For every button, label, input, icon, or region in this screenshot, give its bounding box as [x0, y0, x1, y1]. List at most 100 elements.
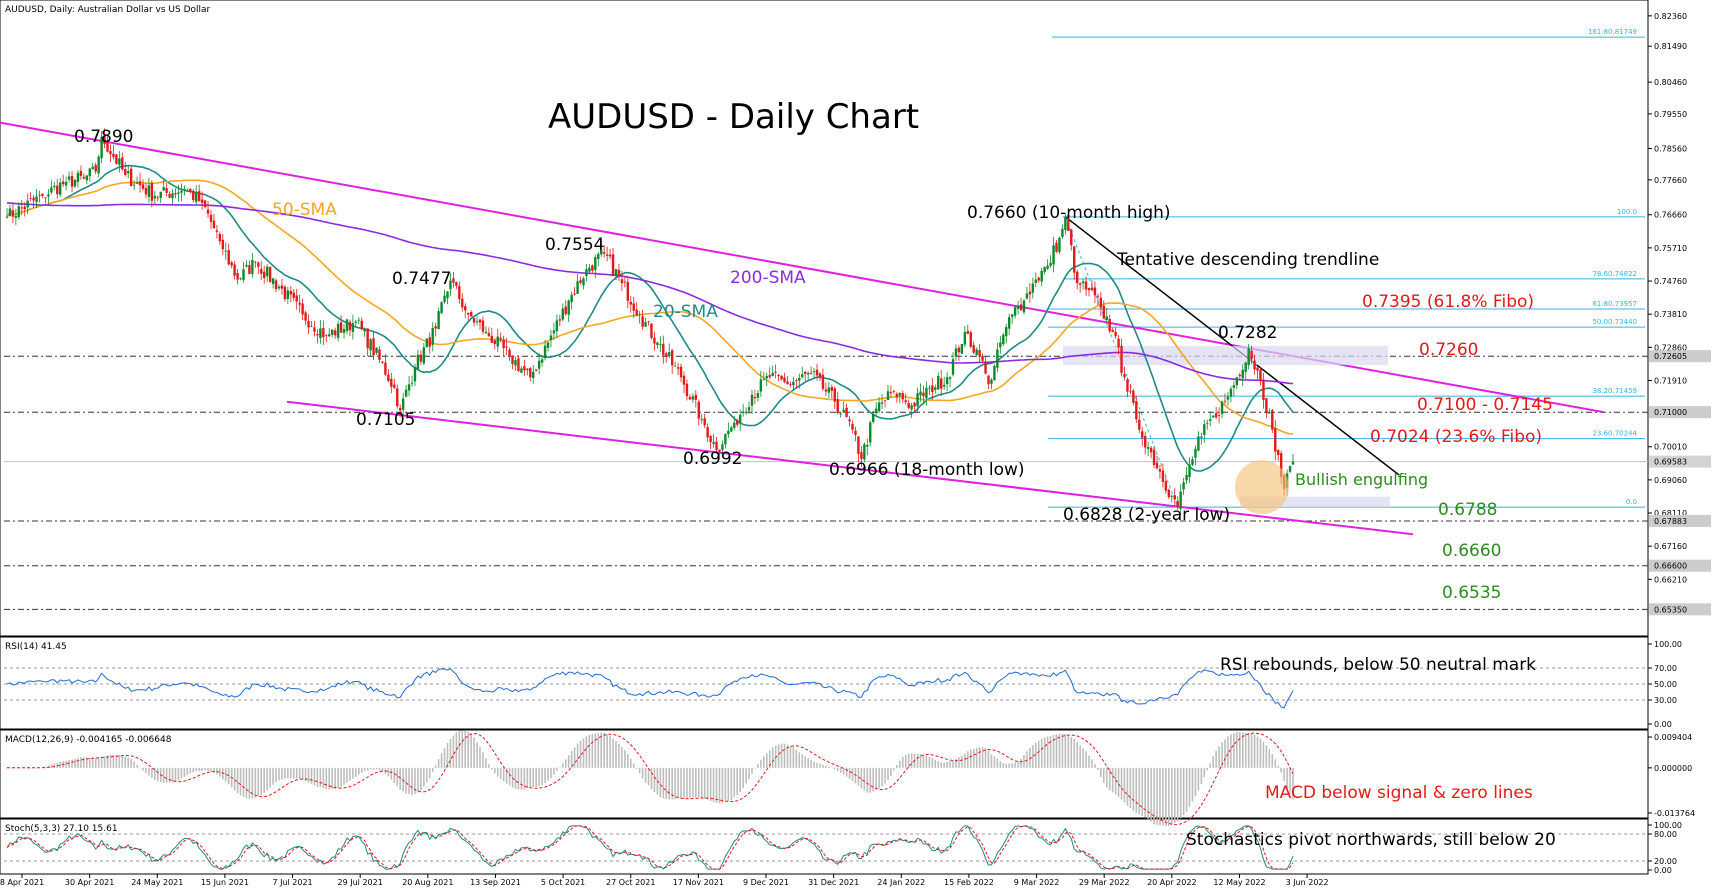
candle-body: [1179, 491, 1182, 509]
candle-body: [866, 445, 869, 447]
candle-body: [626, 281, 630, 301]
candle-body: [59, 182, 62, 195]
macd-histogram-bar: [919, 753, 922, 768]
macd-histogram-bar: [969, 749, 972, 768]
macd-histogram-bar: [431, 767, 434, 773]
macd-histogram-bar: [523, 767, 526, 790]
candle-body: [1005, 327, 1008, 337]
macd-histogram-bar: [588, 734, 591, 768]
candle-body: [733, 422, 736, 428]
macd-histogram-bar: [1203, 767, 1206, 778]
candle-body: [833, 388, 836, 402]
candle-body: [543, 345, 547, 359]
candle-body: [61, 181, 65, 185]
candle-body: [1220, 401, 1224, 414]
candle-body: [602, 252, 606, 254]
macd-histogram-bar: [493, 767, 496, 774]
macd-histogram-bar: [792, 747, 795, 768]
macd-histogram-bar: [851, 767, 854, 781]
candle-body: [165, 188, 168, 193]
candle-body: [1081, 281, 1085, 284]
macd-histogram-bar: [668, 767, 671, 800]
candle-body: [620, 279, 624, 284]
macd-histogram-bar: [946, 761, 948, 768]
macd-histogram-bar: [1141, 767, 1144, 816]
candle-body: [591, 265, 594, 271]
macd-histogram-bar: [189, 767, 192, 774]
candle-body: [129, 168, 133, 187]
candle-body: [203, 200, 207, 208]
macd-histogram-bar: [715, 767, 718, 803]
macd-histogram-bar: [940, 762, 942, 768]
candle-body: [1123, 373, 1126, 378]
macd-histogram-bar: [751, 767, 753, 774]
macd-histogram-bar: [1076, 742, 1078, 768]
candle-body: [1217, 414, 1221, 416]
macd-histogram-bar: [1238, 732, 1241, 768]
macd-histogram-bar: [177, 767, 180, 781]
candle-body: [806, 373, 810, 375]
candle-body: [818, 373, 822, 377]
candle-body: [511, 356, 514, 365]
candle-body: [1108, 318, 1111, 332]
x-tick-label: 31 Dec 2021: [808, 878, 859, 887]
candle-body: [514, 360, 517, 366]
candle-body: [115, 154, 118, 164]
macd-histogram-bar: [677, 767, 679, 799]
label-7554: 0.7554: [545, 235, 604, 255]
candle-body: [410, 382, 414, 384]
candle-body: [718, 449, 721, 452]
candle-body: [254, 261, 257, 263]
candle-body: [1058, 237, 1061, 252]
candle-body: [11, 210, 15, 217]
macd-histogram-bar: [1088, 755, 1090, 768]
macd-histogram-bar: [535, 767, 537, 787]
trendline-label: Tentative descending trendline: [1116, 250, 1379, 270]
macd-histogram-bar: [863, 767, 866, 791]
macd-histogram-bar: [1008, 763, 1010, 768]
candle-body: [1114, 331, 1117, 337]
candle-body: [656, 342, 659, 346]
candle-body: [1096, 296, 1100, 298]
macd-histogram-bar: [922, 754, 925, 768]
candle-body: [851, 423, 854, 430]
candle-body: [756, 393, 760, 398]
macd-histogram-bar: [29, 767, 32, 769]
macd-histogram-bar: [1268, 749, 1271, 768]
macd-histogram-bar: [1144, 767, 1146, 818]
macd-histogram-bar: [411, 767, 413, 795]
macd-histogram-bar: [878, 767, 880, 789]
macd-histogram-bar: [647, 767, 650, 786]
macd-histogram-bar: [378, 767, 381, 771]
candle-body: [1138, 419, 1141, 430]
macd-histogram-bar: [248, 767, 251, 799]
macd-histogram-bar: [887, 767, 889, 781]
macd-histogram-bar: [819, 763, 821, 768]
macd-histogram-bar: [1236, 732, 1238, 768]
macd-histogram-bar: [928, 756, 931, 768]
macd-histogram-bar: [961, 755, 963, 768]
macd-histogram-bar: [1105, 767, 1108, 788]
macd-histogram-bar: [1179, 767, 1182, 819]
candle-body: [401, 398, 405, 410]
x-tick-label: 24 May 2021: [131, 878, 183, 887]
macd-histogram-bar: [136, 764, 138, 768]
macd-histogram-bar: [1289, 767, 1291, 794]
x-tick-label: 13 Sep 2021: [470, 878, 521, 887]
macd-histogram-bar: [1055, 734, 1058, 768]
indicator-tick-label: 0.00: [1654, 720, 1672, 729]
macd-histogram-bar: [1135, 767, 1138, 813]
macd-histogram-bar: [508, 767, 511, 786]
macd-histogram-bar: [727, 767, 730, 801]
macd-histogram-bar: [718, 767, 721, 804]
candle-body: [747, 407, 751, 411]
fibo-label: 38.20.71459: [1592, 387, 1637, 395]
macd-histogram-bar: [482, 752, 484, 768]
candle-body: [644, 322, 647, 327]
candle-body: [1250, 350, 1253, 360]
macd-histogram-bar: [369, 767, 372, 770]
candle-body: [1093, 287, 1097, 296]
macd-histogram-bar: [564, 759, 567, 768]
candle-body: [898, 392, 902, 396]
